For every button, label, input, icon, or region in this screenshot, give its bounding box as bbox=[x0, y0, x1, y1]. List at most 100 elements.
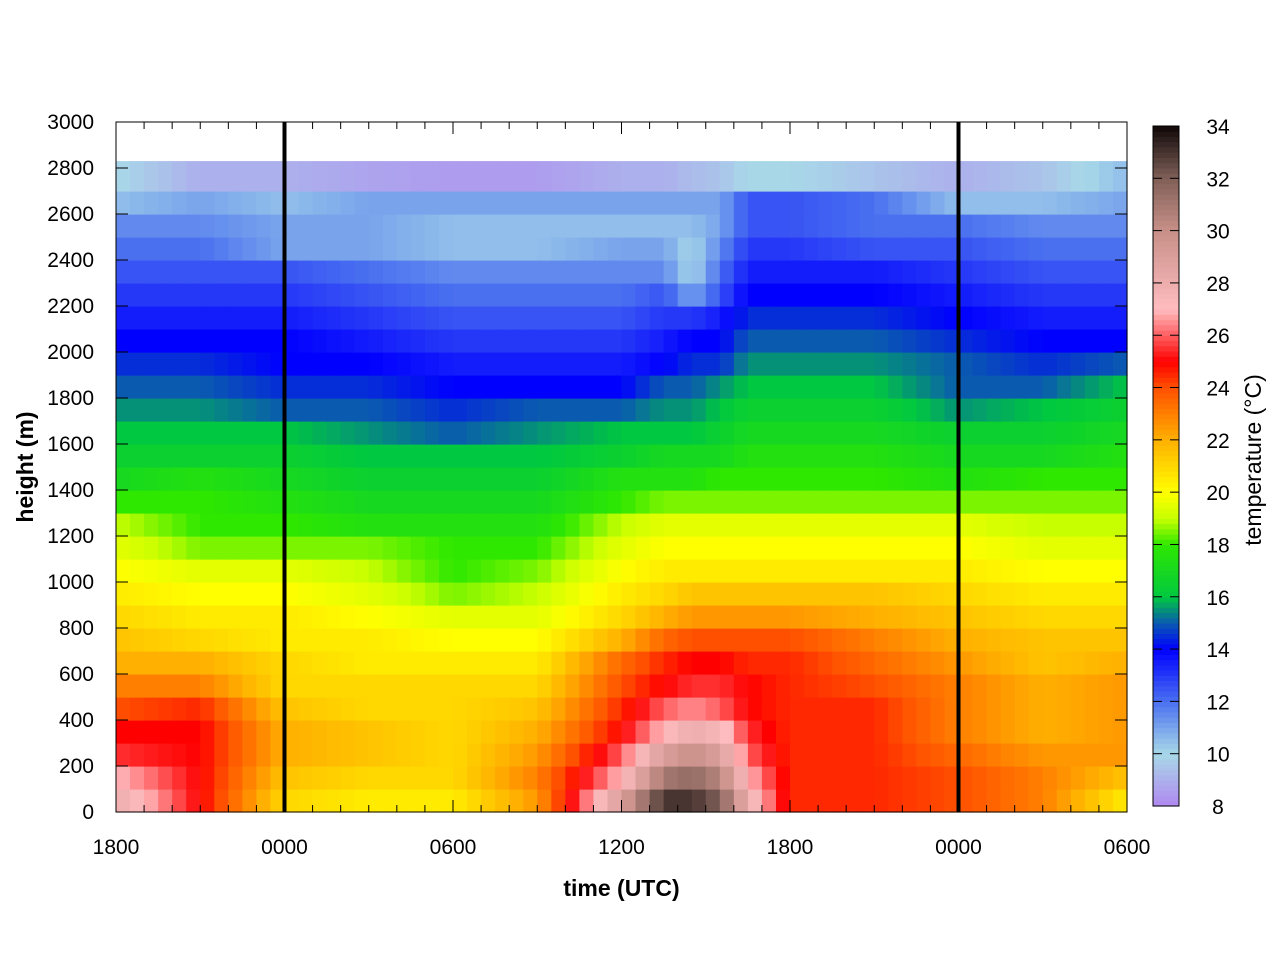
heatmap-cell bbox=[158, 161, 173, 169]
heatmap-cell bbox=[144, 628, 159, 652]
heatmap-cell bbox=[733, 582, 749, 606]
heatmap-cell bbox=[1042, 559, 1058, 583]
heatmap-cell bbox=[1084, 628, 1100, 652]
heatmap-cell bbox=[818, 214, 833, 238]
heatmap-cell bbox=[677, 559, 693, 583]
heatmap-cell bbox=[368, 398, 384, 422]
colorbar-swatch bbox=[1153, 439, 1179, 446]
heatmap-cell bbox=[144, 697, 159, 721]
heatmap-cell bbox=[607, 536, 623, 560]
heatmap-cell bbox=[158, 674, 173, 698]
heatmap-cell bbox=[761, 421, 777, 445]
heatmap-cell bbox=[691, 306, 707, 330]
heatmap-cell bbox=[270, 421, 286, 445]
heatmap-cell bbox=[930, 582, 946, 606]
heatmap-cell bbox=[1070, 168, 1086, 192]
heatmap-cell bbox=[790, 329, 805, 353]
heatmap-cell bbox=[832, 168, 847, 192]
heatmap-cell bbox=[200, 161, 215, 169]
heatmap-cell bbox=[747, 168, 763, 192]
heatmap-cell bbox=[860, 789, 875, 813]
heatmap-cell bbox=[719, 697, 735, 721]
heatmap-cell bbox=[818, 582, 833, 606]
heatmap-cell bbox=[916, 421, 932, 445]
heatmap-cell bbox=[116, 674, 131, 698]
heatmap-cell bbox=[382, 674, 398, 698]
heatmap-cell bbox=[284, 651, 300, 675]
heatmap-cell bbox=[565, 467, 580, 491]
heatmap-cell bbox=[1098, 766, 1114, 790]
heatmap-cell bbox=[972, 306, 988, 330]
heatmap-cell bbox=[818, 398, 833, 422]
heatmap-cell bbox=[1112, 674, 1128, 698]
heatmap-cell bbox=[888, 260, 903, 284]
heatmap-cell bbox=[158, 168, 173, 192]
heatmap-cell bbox=[902, 766, 917, 790]
heatmap-cell bbox=[916, 490, 932, 514]
heatmap-cell bbox=[130, 444, 145, 468]
colorbar-swatch bbox=[1153, 303, 1179, 310]
heatmap-cell bbox=[509, 697, 524, 721]
heatmap-cell bbox=[340, 743, 356, 767]
heatmap-cell bbox=[705, 605, 721, 629]
heatmap-cell bbox=[270, 444, 286, 468]
heatmap-cell bbox=[495, 651, 510, 675]
heatmap-cell bbox=[719, 559, 735, 583]
heatmap-cell bbox=[649, 237, 665, 261]
heatmap-cell bbox=[733, 191, 749, 215]
heatmap-cell bbox=[944, 490, 960, 514]
heatmap-cell bbox=[607, 559, 623, 583]
heatmap-cell bbox=[326, 306, 342, 330]
heatmap-cell bbox=[902, 283, 917, 307]
heatmap-cell bbox=[1028, 628, 1044, 652]
heatmap-cell bbox=[1098, 605, 1114, 629]
heatmap-cell bbox=[565, 375, 580, 399]
heatmap-cell bbox=[1000, 605, 1016, 629]
heatmap-cell bbox=[144, 559, 159, 583]
heatmap-cell bbox=[1056, 743, 1072, 767]
heatmap-cell bbox=[396, 536, 412, 560]
heatmap-cell bbox=[972, 490, 988, 514]
colorbar-swatch bbox=[1153, 502, 1179, 509]
heatmap-cell bbox=[1084, 582, 1100, 606]
heatmap-cell bbox=[607, 697, 623, 721]
heatmap-cell bbox=[1070, 490, 1086, 514]
heatmap-cell bbox=[396, 283, 412, 307]
heatmap-cell bbox=[761, 559, 777, 583]
heatmap-cell bbox=[200, 513, 215, 537]
heatmap-cell bbox=[565, 720, 580, 744]
heatmap-cell bbox=[270, 168, 286, 192]
colorbar-swatch bbox=[1153, 670, 1179, 676]
heatmap-cell bbox=[200, 329, 215, 353]
heatmap-cell bbox=[214, 283, 229, 307]
heatmap-cell bbox=[270, 306, 286, 330]
heatmap-cell bbox=[537, 237, 552, 261]
heatmap-cell bbox=[1098, 168, 1114, 192]
heatmap-cell bbox=[495, 467, 510, 491]
heatmap-cell bbox=[775, 490, 791, 514]
heatmap-cell bbox=[691, 421, 707, 445]
heatmap-cell bbox=[453, 674, 468, 698]
heatmap-cell bbox=[902, 536, 917, 560]
heatmap-cell bbox=[242, 161, 258, 169]
heatmap-cell bbox=[1056, 306, 1072, 330]
heatmap-cell bbox=[340, 375, 356, 399]
heatmap-cell bbox=[523, 467, 538, 491]
heatmap-cell bbox=[1112, 651, 1128, 675]
colorbar-swatch bbox=[1153, 209, 1179, 216]
heatmap-cell bbox=[438, 720, 454, 744]
heatmap-cell bbox=[972, 582, 988, 606]
heatmap-cell bbox=[495, 161, 510, 169]
heatmap-cell bbox=[832, 536, 847, 560]
heatmap-cell bbox=[1056, 329, 1072, 353]
heatmap-cell bbox=[818, 697, 833, 721]
heatmap-cell bbox=[635, 467, 651, 491]
colorbar-swatch bbox=[1153, 214, 1179, 221]
heatmap-cell bbox=[551, 490, 566, 514]
heatmap-cell bbox=[172, 260, 187, 284]
heatmap-cell bbox=[186, 421, 201, 445]
heatmap-cell bbox=[467, 674, 482, 698]
heatmap-cell bbox=[635, 306, 651, 330]
heatmap-cell bbox=[930, 306, 946, 330]
heatmap-cell bbox=[775, 559, 791, 583]
